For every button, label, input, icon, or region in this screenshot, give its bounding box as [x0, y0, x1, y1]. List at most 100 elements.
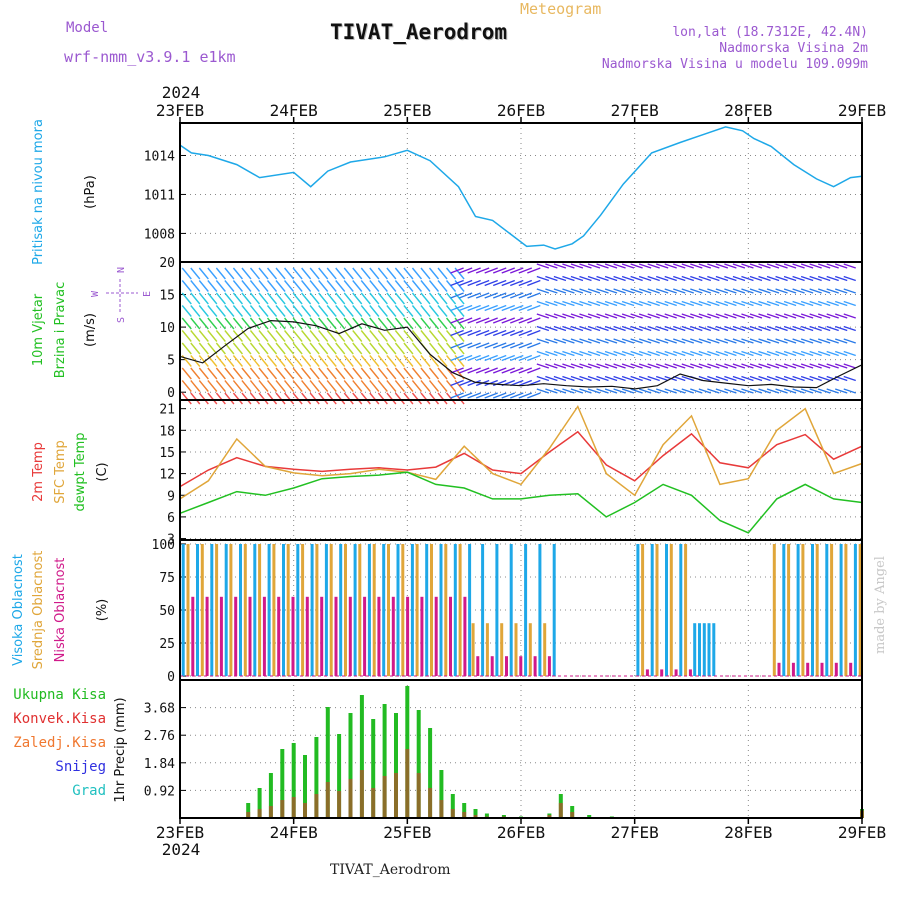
precip-bar-convective	[348, 779, 353, 818]
wind-barb	[647, 363, 660, 369]
wind-barb	[758, 375, 771, 382]
wind-barb	[596, 375, 609, 382]
cloud-bar	[533, 656, 537, 676]
wind-barb	[715, 350, 729, 357]
wind-barb	[545, 325, 558, 332]
cloud-bar	[329, 544, 333, 677]
wind-barb	[318, 380, 329, 392]
wind-barb	[835, 363, 848, 369]
cloud-bar	[777, 662, 781, 676]
cloud-bar	[858, 544, 862, 677]
wind-barb	[377, 280, 388, 292]
wind-barb	[792, 263, 805, 269]
wind-barb	[562, 338, 575, 344]
y-tick-label: 9	[167, 489, 175, 504]
wind-barb	[707, 275, 720, 282]
wind-barb	[655, 263, 669, 269]
wind-barb	[309, 280, 320, 292]
wind-barb	[428, 292, 440, 305]
wind-barb	[241, 355, 252, 367]
wind-barb	[309, 317, 320, 330]
wind-barb	[428, 342, 440, 355]
wind-barb	[681, 325, 694, 332]
wind-barb	[800, 338, 814, 344]
wind-barb	[343, 292, 354, 305]
wind-barb	[809, 375, 822, 382]
wind-barb	[501, 392, 515, 399]
wind-barb	[510, 304, 524, 312]
cloud-bar	[528, 623, 532, 676]
cloud-bar	[463, 596, 467, 676]
wind-barb	[647, 300, 660, 307]
wind-barb	[664, 275, 677, 282]
cloud-bar	[500, 623, 504, 676]
wind-barb	[411, 342, 422, 355]
wind-barb	[621, 288, 635, 294]
wind-unit: (m/s)	[83, 313, 98, 347]
wind-barb	[484, 392, 498, 399]
cloud-bar	[415, 544, 419, 677]
wind-barb	[241, 317, 252, 330]
wind-barb	[326, 392, 337, 405]
cloud-bar	[410, 544, 414, 677]
wind-barb	[792, 350, 805, 357]
cloud-bar	[524, 544, 528, 677]
wind-barb	[587, 363, 601, 369]
wind-barb	[570, 275, 584, 282]
wind-barb	[562, 288, 575, 294]
wind-barb	[181, 267, 192, 280]
compass-e: E	[142, 291, 153, 297]
wind-barb	[630, 388, 643, 394]
wind-barb	[411, 292, 422, 305]
wind-barb	[826, 363, 839, 369]
wind-barb	[792, 288, 805, 294]
wind-barb	[232, 392, 243, 405]
wind-barb	[458, 267, 473, 274]
wind-barb	[681, 300, 694, 307]
wind-barb	[587, 375, 601, 382]
elevation-text: Nadmorska Visina 2m	[719, 41, 868, 56]
wind-barb	[817, 288, 831, 294]
wind-barb	[258, 342, 269, 355]
x-tick-label-bottom: 23FEB	[156, 823, 204, 842]
wind-barb	[450, 392, 464, 399]
cloud-bar	[543, 623, 547, 676]
wind-barb	[437, 317, 448, 330]
wind-barb	[792, 313, 805, 319]
cloud-bar	[229, 544, 233, 677]
y-tick-label: 25	[159, 637, 175, 652]
wind-barb	[369, 392, 380, 405]
wind-barb	[783, 325, 797, 332]
wind-barb	[724, 350, 737, 357]
wind-barb	[553, 300, 567, 307]
wind-barb	[749, 313, 763, 319]
wind-barb	[292, 292, 303, 305]
wind-barb	[630, 338, 643, 344]
wind-barb	[326, 380, 337, 392]
wind-barb	[545, 275, 558, 282]
wind-barb	[596, 338, 609, 344]
wind-barb	[292, 330, 303, 342]
wind-barb	[198, 305, 209, 317]
wind-barb	[232, 355, 243, 367]
wind-barb	[562, 350, 575, 357]
wind-barb	[224, 317, 235, 330]
wind-barb	[783, 375, 797, 382]
wind-barb	[741, 363, 754, 369]
wind-barb	[724, 275, 737, 282]
wind-barb	[275, 355, 286, 367]
wind-barb	[826, 300, 839, 307]
wind-barb	[403, 380, 414, 392]
temp-unit: (C)	[95, 462, 110, 481]
cloud-bar	[219, 596, 223, 676]
wind-barb	[638, 263, 652, 269]
wind-barb	[553, 388, 567, 394]
wind-barb	[437, 392, 448, 405]
wind-barb	[630, 263, 643, 269]
wind-barb	[707, 263, 720, 269]
precip-bar-total	[246, 803, 251, 818]
precip-bar-convective	[394, 773, 398, 818]
wind-barb	[562, 363, 575, 369]
wind-barb	[545, 388, 558, 394]
wind-barb	[437, 367, 448, 380]
